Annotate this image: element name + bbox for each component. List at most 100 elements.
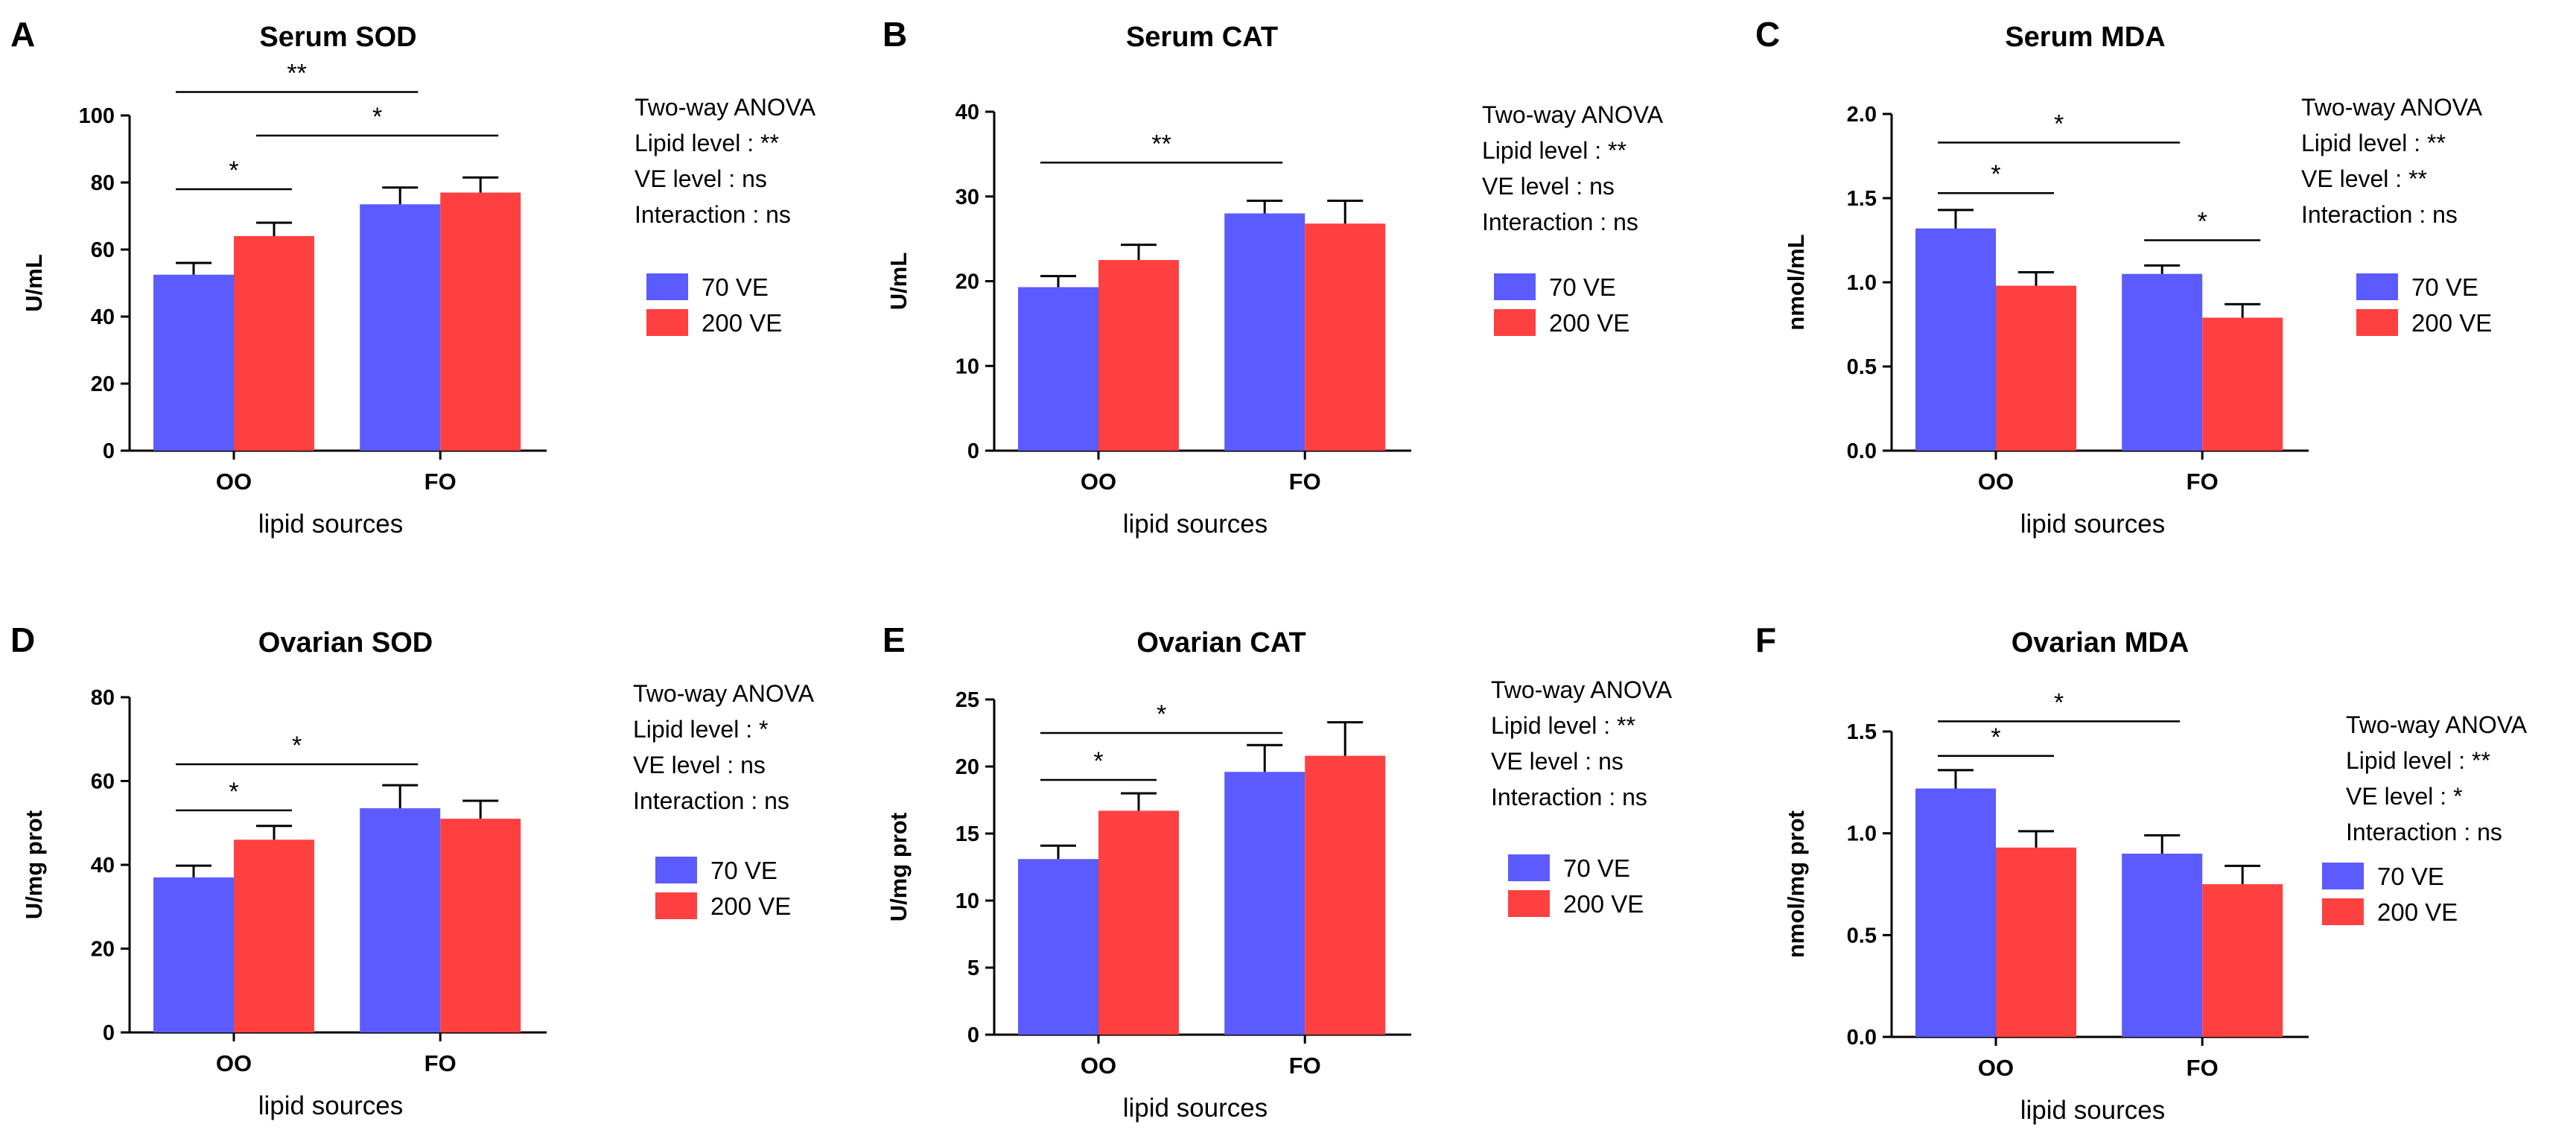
y-tick-label: 0 xyxy=(103,1021,115,1045)
y-tick-label: 40 xyxy=(91,305,115,329)
y-tick-label: 20 xyxy=(91,938,115,962)
stats-line: Lipid level : ** xyxy=(635,130,779,156)
significance-label: * xyxy=(1991,723,2000,752)
bar-70ve-fo xyxy=(2122,854,2203,1037)
significance-label: * xyxy=(1991,160,2000,188)
y-tick-label: 60 xyxy=(91,238,115,262)
panel-d: D Ovarian SOD 0 20 40 60 80 U/mg prot OO FO lipid … xyxy=(10,621,815,1120)
legend-label-200ve: 200 VE xyxy=(710,892,791,920)
significance-label: * xyxy=(229,778,238,806)
stats-line: Lipid level : * xyxy=(633,716,768,743)
bar-70ve-oo xyxy=(153,877,234,1032)
x-axis-label: lipid sources xyxy=(2020,1096,2166,1125)
x-tick-label-fo: FO xyxy=(2187,1055,2219,1081)
panel-letter: E xyxy=(882,621,906,659)
bar-200ve-oo xyxy=(234,236,314,451)
x-axis-label: lipid sources xyxy=(1123,510,1268,539)
stats-heading: Two-way ANOVA xyxy=(1491,676,1673,703)
legend-swatch-70ve xyxy=(2322,863,2364,889)
panel-c: C Serum MDA 0.0 0.5 1.0 1.5 2.0 nmol/mL OO FO lipi… xyxy=(1755,15,2492,539)
significance-label: * xyxy=(2054,688,2064,717)
panel-letter: F xyxy=(1755,621,1776,659)
stats-line: VE level : ns xyxy=(633,752,766,778)
panel-letter: C xyxy=(1755,15,1780,54)
y-tick-label: 1.5 xyxy=(1847,720,1877,744)
panel-letter: A xyxy=(10,15,35,54)
significance-label: ** xyxy=(287,60,306,88)
y-tick-label: 40 xyxy=(955,101,979,124)
x-tick-label-fo: FO xyxy=(424,1050,457,1076)
y-tick-label: 20 xyxy=(955,755,979,779)
bar-200ve-fo xyxy=(440,819,521,1032)
significance-label: * xyxy=(229,156,238,185)
chart-title: Serum CAT xyxy=(1126,22,1278,53)
legend-label-70ve: 70 VE xyxy=(2411,273,2478,301)
y-tick-label: 80 xyxy=(91,686,115,710)
y-tick-label: 10 xyxy=(955,889,979,913)
bar-200ve-oo xyxy=(1996,847,2076,1037)
stats-line: VE level : ** xyxy=(2301,165,2427,192)
y-tick-label: 5 xyxy=(967,956,979,980)
stats-heading: Two-way ANOVA xyxy=(2346,711,2528,738)
legend-swatch-200ve xyxy=(655,892,697,919)
bar-70ve-oo xyxy=(1018,287,1098,451)
y-tick-label: 80 xyxy=(91,171,115,195)
bar-200ve-fo xyxy=(1305,223,1386,451)
x-tick-label-oo: OO xyxy=(216,469,252,495)
y-tick-label: 0.5 xyxy=(1847,355,1877,379)
legend-swatch-200ve xyxy=(646,309,688,336)
x-axis-label: lipid sources xyxy=(1123,1094,1268,1123)
x-axis-label: lipid sources xyxy=(2020,510,2166,539)
panel-a: A Serum SOD 0 20 40 60 80 100 U/mL OO FO lipid sour… xyxy=(10,15,816,539)
panel-letter: D xyxy=(10,621,35,659)
bar-70ve-oo xyxy=(1915,788,1996,1037)
x-tick-label-fo: FO xyxy=(1289,469,1321,495)
stats-line: VE level : ns xyxy=(635,165,767,192)
x-tick-label-oo: OO xyxy=(1081,469,1116,495)
stats-line: Interaction : ns xyxy=(633,787,789,814)
significance-label: * xyxy=(292,731,302,760)
stats-line: Interaction : ns xyxy=(1482,209,1638,235)
bar-70ve-oo xyxy=(1018,859,1098,1035)
x-axis-label: lipid sources xyxy=(258,1091,404,1120)
significance-label: * xyxy=(1157,700,1166,729)
y-tick-label: 100 xyxy=(79,104,115,128)
stats-heading: Two-way ANOVA xyxy=(2301,94,2483,121)
y-tick-label: 25 xyxy=(955,688,979,712)
x-tick-label-fo: FO xyxy=(2187,469,2219,495)
bar-200ve-oo xyxy=(1098,260,1179,451)
chart-title: Serum SOD xyxy=(259,22,416,53)
legend-label-200ve: 200 VE xyxy=(1549,309,1629,337)
legend-swatch-70ve xyxy=(655,857,697,883)
bar-70ve-oo xyxy=(1915,228,1996,451)
y-axis-label: U/mL xyxy=(21,254,47,312)
y-axis-label: nmol/mL xyxy=(1783,234,1809,330)
significance-label: * xyxy=(372,103,382,131)
bar-200ve-oo xyxy=(1996,285,2076,451)
legend-label-70ve: 70 VE xyxy=(710,857,777,884)
bar-70ve-fo xyxy=(1224,213,1306,451)
panel-f: F Ovarian MDA 0.0 0.5 1.0 1.5 nmol/mg prot OO FO… xyxy=(1755,621,2528,1125)
stats-line: Lipid level : ** xyxy=(2346,747,2490,774)
legend-label-70ve: 70 VE xyxy=(2377,863,2444,890)
bar-200ve-fo xyxy=(2202,317,2283,451)
stats-line: Interaction : ns xyxy=(1491,784,1647,810)
y-tick-label: 30 xyxy=(955,185,979,209)
bar-70ve-oo xyxy=(153,274,234,451)
y-tick-label: 1.0 xyxy=(1847,271,1877,295)
significance-label: * xyxy=(1093,747,1103,775)
legend-swatch-70ve xyxy=(1508,854,1550,881)
stats-line: Lipid level : ** xyxy=(1482,137,1626,164)
y-axis-label: nmol/mg prot xyxy=(1783,810,1809,958)
x-tick-label-oo: OO xyxy=(1978,1055,2014,1081)
stats-line: Interaction : ns xyxy=(2346,819,2502,845)
stats-line: VE level : ns xyxy=(1491,748,1623,775)
chart-title: Serum MDA xyxy=(2005,22,2165,53)
chart-title: Ovarian CAT xyxy=(1136,627,1306,658)
y-axis-label: U/mL xyxy=(885,253,912,311)
stats-line: Interaction : ns xyxy=(635,201,791,228)
y-tick-label: 1.0 xyxy=(1847,822,1877,846)
x-tick-label-oo: OO xyxy=(1081,1053,1116,1079)
legend-label-200ve: 200 VE xyxy=(702,309,782,337)
